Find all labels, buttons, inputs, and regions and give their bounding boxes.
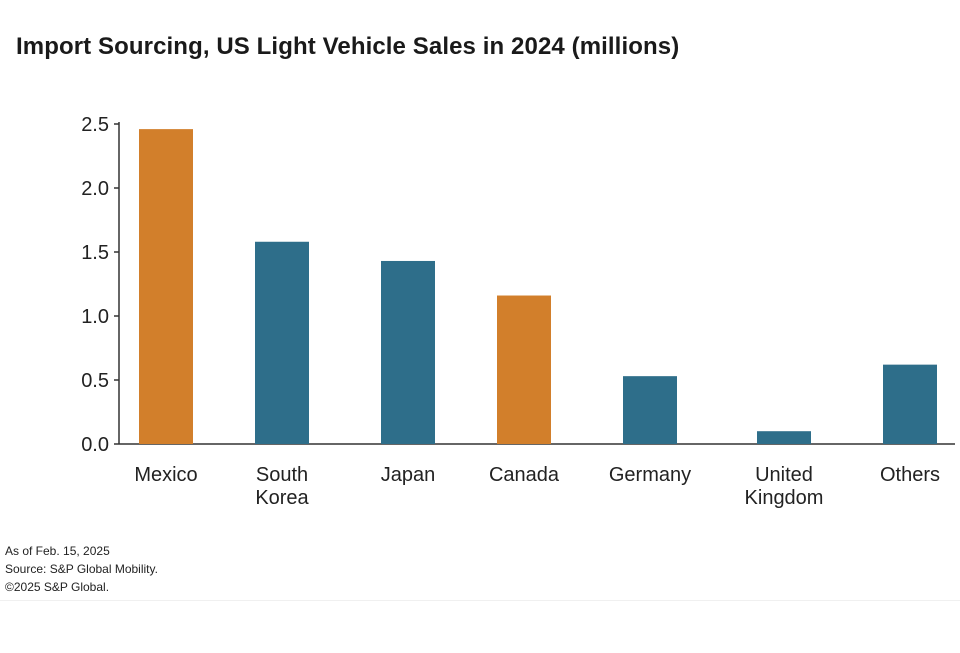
x-category-label: United xyxy=(755,464,813,486)
chart-frame: Import Sourcing, US Light Vehicle Sales … xyxy=(5,33,955,594)
bottom-strip xyxy=(0,600,960,653)
bar xyxy=(623,376,677,444)
bars xyxy=(139,129,937,444)
bar xyxy=(139,129,193,444)
y-tick-label: 2.0 xyxy=(81,178,109,200)
x-category-label: Korea xyxy=(255,487,309,509)
bar xyxy=(381,260,435,444)
x-category-label: Kingdom xyxy=(745,487,824,509)
y-tick-label: 1.0 xyxy=(81,306,109,328)
bar xyxy=(883,364,937,444)
y-tick-label: 1.5 xyxy=(81,242,109,264)
y-tick-label: 0.0 xyxy=(81,434,109,456)
x-category-label: Canada xyxy=(489,464,560,486)
chart-title: Import Sourcing, US Light Vehicle Sales … xyxy=(16,33,680,60)
footnote-copyright: ©2025 S&P Global. xyxy=(5,580,110,594)
y-tick-label: 0.5 xyxy=(81,370,109,392)
bar xyxy=(757,431,811,444)
footnote-as-of: As of Feb. 15, 2025 xyxy=(5,544,110,558)
x-category-label: Japan xyxy=(381,464,436,486)
x-category-label: South xyxy=(256,464,308,486)
x-category-label: Others xyxy=(880,464,940,486)
bar xyxy=(497,295,551,444)
x-category-label: Mexico xyxy=(134,464,197,486)
footnote-source: Source: S&P Global Mobility. xyxy=(5,562,158,576)
bar xyxy=(255,241,309,444)
y-tick-label: 2.5 xyxy=(81,114,109,136)
x-category-label: Germany xyxy=(609,464,691,486)
